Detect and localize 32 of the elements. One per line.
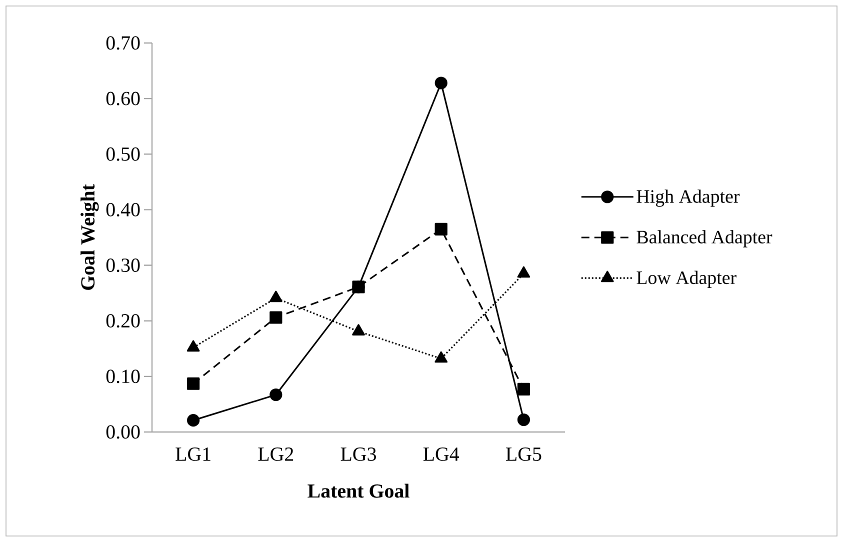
- y-tick-label: 0.40: [106, 202, 140, 216]
- y-tick-label: 0.10: [106, 370, 140, 384]
- point: [269, 290, 282, 302]
- point: [517, 382, 530, 396]
- y-tick-label: 0.50: [106, 147, 140, 161]
- legend-label: Balanced Adapter: [636, 230, 772, 248]
- y-tick-label: 0.60: [106, 92, 140, 106]
- point: [186, 340, 200, 352]
- x-tick-label: LG5: [506, 448, 542, 461]
- point: [270, 388, 282, 402]
- y-tick-label: 0.30: [106, 258, 140, 272]
- point: [187, 414, 200, 427]
- point: [434, 222, 448, 236]
- point: [517, 266, 530, 278]
- point: [352, 324, 365, 336]
- legend-label: Low Adapter: [636, 270, 736, 288]
- x-axis-title: Latent Goal: [308, 484, 410, 498]
- point: [517, 413, 530, 426]
- y-axis-title: Goal Weight: [80, 184, 99, 290]
- x-tick-label: LG1: [176, 448, 210, 461]
- point: [187, 377, 200, 390]
- x-tick-label: LG2: [258, 448, 294, 461]
- point: [270, 311, 282, 324]
- x-tick-label: LG3: [340, 448, 376, 461]
- y-tick-label: 0.20: [106, 314, 140, 328]
- x-tick-label: LG4: [423, 448, 460, 461]
- legend-label: High Adapter: [636, 190, 740, 207]
- y-tick-label: 0.70: [106, 36, 140, 50]
- point: [434, 76, 448, 90]
- point: [352, 280, 365, 294]
- point: [434, 351, 448, 363]
- y-tick-label: 0.00: [106, 425, 140, 439]
